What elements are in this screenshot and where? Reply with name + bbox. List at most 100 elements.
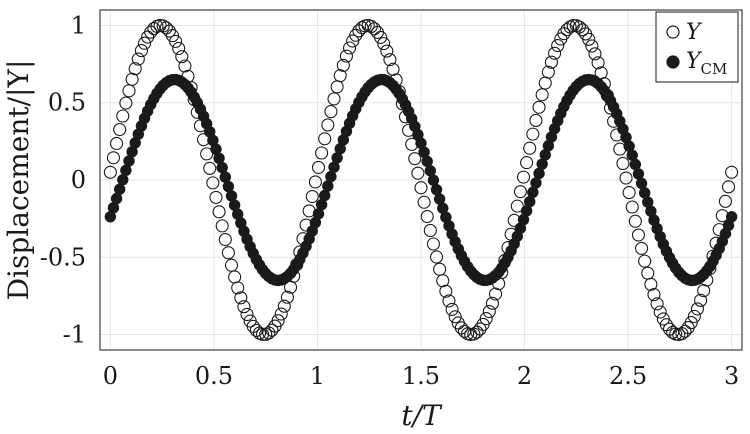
data-point: [308, 175, 322, 189]
data-point: [585, 39, 599, 53]
data-point: [377, 37, 391, 51]
data-point: [647, 288, 661, 302]
data-point: [588, 47, 602, 61]
legend-label-ycm-base: Y: [686, 49, 703, 74]
data-point: [641, 266, 655, 280]
legend-box: [655, 11, 739, 83]
data-point: [311, 160, 326, 174]
data-point: [523, 141, 537, 155]
data-point: [169, 34, 183, 48]
data-point: [120, 164, 132, 177]
data-point: [524, 195, 536, 208]
data-point: [322, 180, 334, 192]
x-tick-labels: 0 0.5 1 1.5 2 2.5 3: [103, 362, 740, 390]
data-point: [582, 32, 596, 46]
data-point: [212, 205, 226, 219]
data-point: [538, 76, 552, 90]
legend-label-ycm: YCM: [686, 49, 727, 78]
data-point: [423, 223, 437, 238]
y-tick-label: -0.5: [40, 243, 86, 271]
data-point: [638, 254, 652, 268]
data-point: [622, 186, 636, 200]
data-point: [694, 293, 708, 307]
data-point: [635, 241, 649, 255]
data-point: [725, 211, 738, 223]
data-point: [529, 113, 543, 127]
x-tick-label: 0.5: [195, 362, 233, 390]
data-point: [516, 170, 531, 184]
data-point: [324, 105, 338, 119]
data-point: [530, 177, 542, 189]
data-point: [240, 307, 254, 322]
data-point: [520, 156, 534, 170]
data-point: [575, 23, 590, 37]
data-point: [280, 290, 294, 304]
data-point: [339, 49, 353, 63]
data-point: [203, 161, 217, 175]
data-point: [325, 170, 337, 183]
data-point: [231, 281, 245, 295]
data-point: [678, 324, 692, 338]
data-point: [430, 183, 443, 196]
data-point: [433, 262, 447, 276]
data-point: [321, 118, 335, 132]
data-point: [541, 65, 555, 79]
data-point: [237, 300, 251, 314]
data-point: [653, 305, 667, 319]
data-point: [221, 246, 235, 260]
data-point: [616, 156, 630, 171]
data-point: [417, 195, 431, 209]
data-point: [414, 181, 428, 195]
data-point: [725, 165, 739, 179]
data-point: [234, 291, 248, 305]
y-tick-label: 1: [71, 11, 86, 39]
data-point: [116, 109, 130, 123]
data-point: [175, 50, 189, 64]
data-point: [684, 316, 698, 330]
data-point: [421, 155, 433, 168]
data-point: [489, 287, 503, 301]
data-point: [533, 167, 545, 180]
data-point: [113, 122, 127, 137]
legend-marker-ycm: [666, 55, 680, 69]
data-point: [305, 189, 319, 204]
data-point: [408, 152, 422, 166]
data-point: [333, 69, 347, 83]
data-point: [215, 219, 229, 233]
data-point: [206, 176, 220, 190]
x-tick-label: 0: [103, 362, 118, 390]
data-point: [513, 185, 527, 199]
x-axis-label: t/T: [401, 399, 443, 432]
legend-label-ycm-sub: CM: [701, 60, 728, 78]
data-point: [380, 44, 394, 58]
data-point: [628, 214, 642, 228]
data-point: [119, 96, 133, 110]
data-point: [117, 174, 129, 186]
data-point: [485, 296, 499, 310]
data-point: [327, 92, 341, 106]
data-point: [330, 80, 344, 94]
data-point: [265, 323, 279, 337]
data-point: [635, 177, 648, 190]
data-point: [445, 302, 459, 316]
data-point: [134, 44, 148, 58]
data-point: [106, 151, 121, 165]
data-point: [690, 302, 705, 316]
data-point: [527, 186, 539, 199]
data-point: [473, 322, 487, 336]
data-point: [113, 183, 126, 195]
data-point: [424, 165, 437, 177]
y-axis-label: Displacement/|Y|: [2, 60, 35, 301]
data-point: [439, 284, 453, 298]
legend-label-y: Y: [686, 20, 703, 45]
data-point: [383, 53, 397, 67]
data-point: [429, 250, 444, 264]
data-point: [548, 46, 562, 60]
data-point: [619, 171, 633, 185]
legend: Y YCM: [655, 11, 739, 83]
data-point: [510, 199, 524, 213]
series-1: [104, 73, 738, 287]
data-point: [632, 168, 645, 180]
x-tick-label: 2.5: [609, 362, 647, 390]
